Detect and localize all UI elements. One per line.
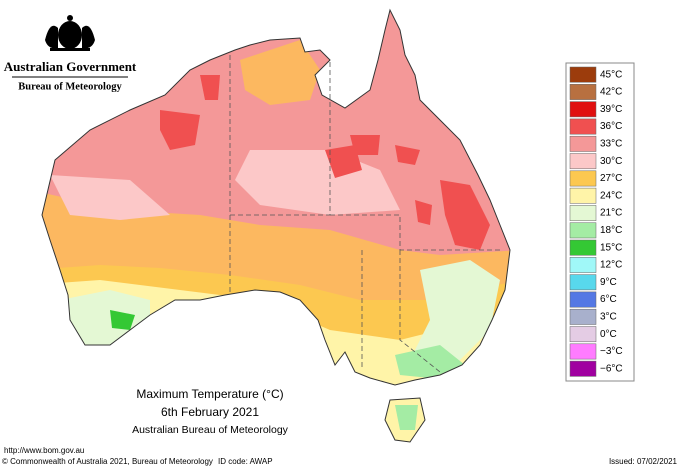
coastline (41, 8, 511, 443)
legend-label: 30°C (600, 156, 622, 167)
legend-label: −6°C (600, 363, 623, 374)
legend-swatch (569, 101, 597, 118)
legend-label: 18°C (600, 225, 622, 236)
legend-label: 36°C (600, 121, 622, 132)
legend-label: 0°C (600, 329, 617, 340)
logo-crest (45, 15, 95, 51)
legend-swatch (569, 66, 597, 83)
legend-label: 42°C (600, 87, 622, 98)
legend-swatch (569, 135, 597, 152)
legend-label: −3°C (600, 346, 623, 357)
legend-swatch (569, 222, 597, 239)
legend-swatch (569, 153, 597, 170)
legend-swatch (569, 274, 597, 291)
legend-swatch (569, 84, 597, 100)
map-date: 6th February 2021 (161, 405, 259, 419)
legend-swatch (569, 187, 597, 204)
footer-id: ID code: AWAP (218, 457, 273, 466)
legend-swatch (569, 205, 597, 221)
footer-url: http://www.bom.gov.au (4, 446, 84, 455)
footer-copyright: © Commonwealth of Australia 2021, Bureau… (2, 457, 213, 466)
legend-label: 15°C (600, 242, 622, 253)
government-name: Australian Government (4, 59, 137, 74)
bureau-name: Bureau of Meteorology (18, 81, 122, 92)
legend-swatch (569, 118, 597, 135)
legend-swatch (569, 308, 597, 325)
state-borders (229, 55, 500, 373)
legend-label: 27°C (600, 173, 622, 184)
legend-swatch (569, 291, 597, 308)
legend-label: 33°C (600, 138, 622, 149)
legend-label: 24°C (600, 190, 622, 201)
map-source: Australian Bureau of Meteorology (132, 424, 289, 436)
legend-label: 45°C (600, 69, 622, 80)
map-title: Maximum Temperature (°C) (136, 387, 283, 401)
legend-swatch (569, 170, 597, 187)
legend-label: 12°C (600, 260, 622, 271)
legend-label: 3°C (600, 311, 617, 322)
legend-swatch (569, 343, 597, 360)
legend-swatch (569, 257, 597, 273)
footer-issued: Issued: 07/02/2021 (609, 457, 678, 466)
legend-label: 39°C (600, 104, 622, 115)
legend-swatch (569, 239, 597, 256)
legend-swatch (569, 360, 597, 377)
legend-swatch (569, 326, 597, 343)
legend: 45°C 42°C 39°C 36°C 33°C 30°C 27°C 24°C 21°C 18°C… (569, 66, 623, 377)
legend-label: 21°C (600, 208, 622, 219)
legend-label: 9°C (600, 277, 617, 288)
legend-label: 6°C (600, 294, 617, 305)
